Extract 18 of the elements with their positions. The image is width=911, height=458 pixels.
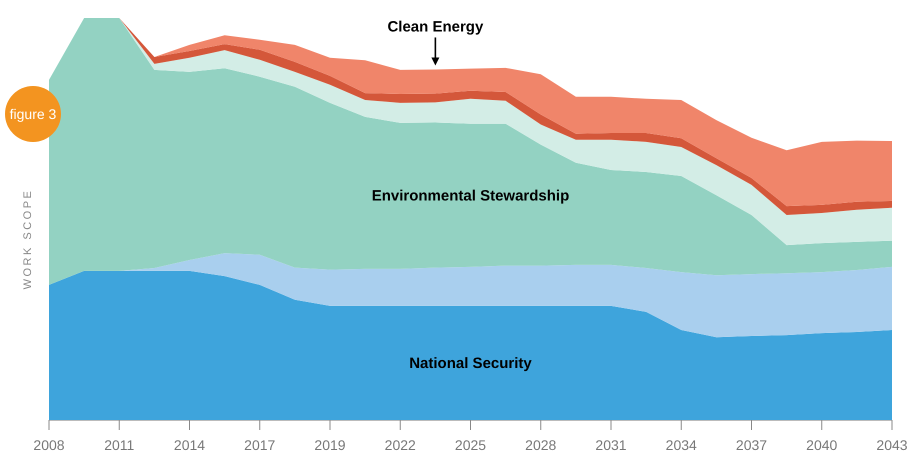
- x-tick-label: 2031: [595, 437, 627, 453]
- series-label: Clean Energy: [387, 18, 484, 36]
- x-tick-label: 2043: [876, 437, 908, 453]
- series-label: Environmental Stewardship: [372, 187, 570, 204]
- x-tick-label: 2040: [806, 437, 838, 453]
- x-tick-label: 2022: [384, 437, 416, 453]
- x-tick-label: 2011: [104, 437, 135, 453]
- annotation: figure 3: [10, 106, 57, 122]
- x-tick-label: 2014: [174, 437, 206, 453]
- x-tick-label: 2034: [666, 437, 698, 453]
- series-label: National Security: [409, 354, 532, 372]
- x-tick-label: 2017: [244, 437, 276, 453]
- x-tick-label: 2025: [454, 437, 486, 453]
- x-tick-label: 2037: [736, 437, 768, 453]
- x-tick-label: 2028: [525, 437, 557, 453]
- x-tick-label: 2008: [33, 437, 65, 453]
- x-tick-label: 2019: [314, 437, 346, 453]
- y-axis-title: WORK SCOPE: [22, 188, 34, 290]
